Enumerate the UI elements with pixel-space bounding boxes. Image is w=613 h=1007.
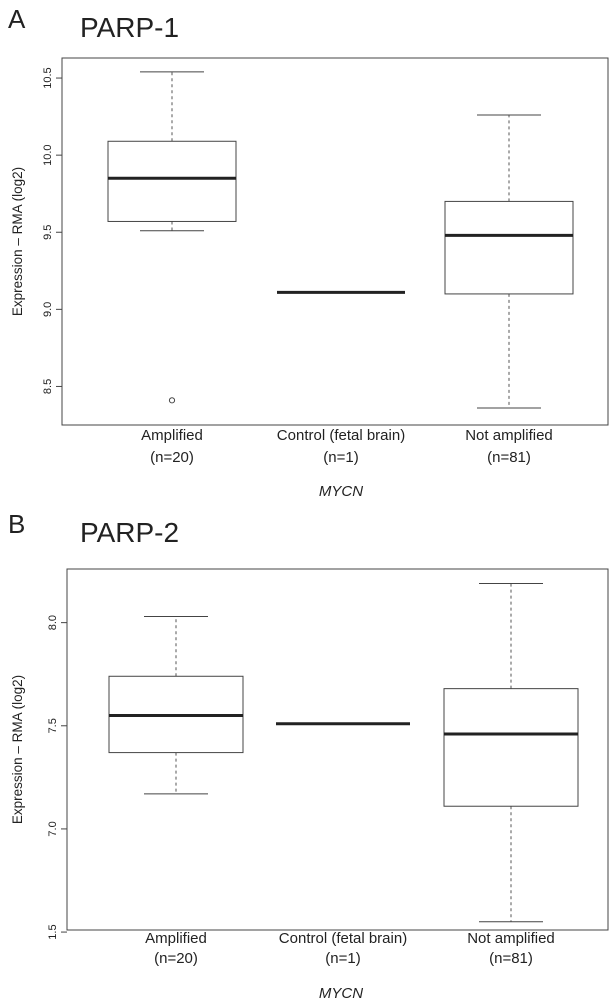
x-category-n-label: (n=20) (154, 950, 198, 967)
y-tick-label: 8.0 (47, 615, 59, 630)
x-category-label: Not amplified (467, 930, 555, 947)
outlier-point (168, 397, 176, 404)
y-tick-label: 1.5 (47, 924, 59, 939)
x-category-n-label: (n=1) (323, 449, 358, 466)
panel-parp1: A PARP-1 8.5 9.0 9.5 10.0 10.5 Expression – R… (0, 0, 613, 500)
panel-letter: A (8, 4, 26, 34)
chart-title: PARP-2 (80, 517, 180, 548)
panel-letter: B (8, 509, 26, 539)
x-category-label: Amplified (145, 930, 207, 947)
x-axis-title: MYCN (319, 985, 363, 1002)
boxplot-chart: 8.5 9.0 9.5 10.0 10.5 Expression – RMA (log2)… (10, 57, 609, 500)
y-tick-label: 9.5 (42, 225, 54, 240)
y-tick-label: 7.0 (47, 821, 59, 836)
x-category-n-label: (n=20) (150, 449, 194, 466)
y-axis-title: Expression – RMA (log2) (10, 167, 25, 316)
box-iqr (444, 200, 574, 295)
x-category-n-label: (n=81) (489, 950, 533, 967)
y-tick-label: 10.0 (42, 144, 54, 165)
x-category-label: Control (fetal brain) (277, 427, 405, 444)
chart-title: PARP-1 (80, 12, 180, 43)
x-axis-title: MYCN (319, 483, 363, 500)
boxplot-chart: 1.5 7.0 7.5 8.0 Expression – RMA (log2) Ampli… (10, 568, 609, 1002)
box-iqr (443, 688, 579, 807)
y-tick-label: 7.5 (47, 718, 59, 733)
x-category-label: Control (fetal brain) (279, 930, 407, 947)
y-tick-label: 9.0 (42, 302, 54, 317)
x-category-label: Amplified (141, 427, 203, 444)
x-category-label: Not amplified (465, 427, 553, 444)
x-category-n-label: (n=1) (325, 950, 360, 967)
y-axis-title: Expression – RMA (log2) (10, 675, 25, 824)
y-tick-label: 8.5 (42, 379, 54, 394)
y-tick-label: 10.5 (42, 67, 54, 88)
plot-frame (66, 568, 609, 931)
x-category-n-label: (n=81) (487, 449, 531, 466)
box-iqr (107, 140, 237, 222)
panel-parp2: B PARP-2 1.5 7.0 7.5 8.0 Expression – RMA (l… (0, 505, 613, 1007)
plot-frame (61, 57, 609, 426)
